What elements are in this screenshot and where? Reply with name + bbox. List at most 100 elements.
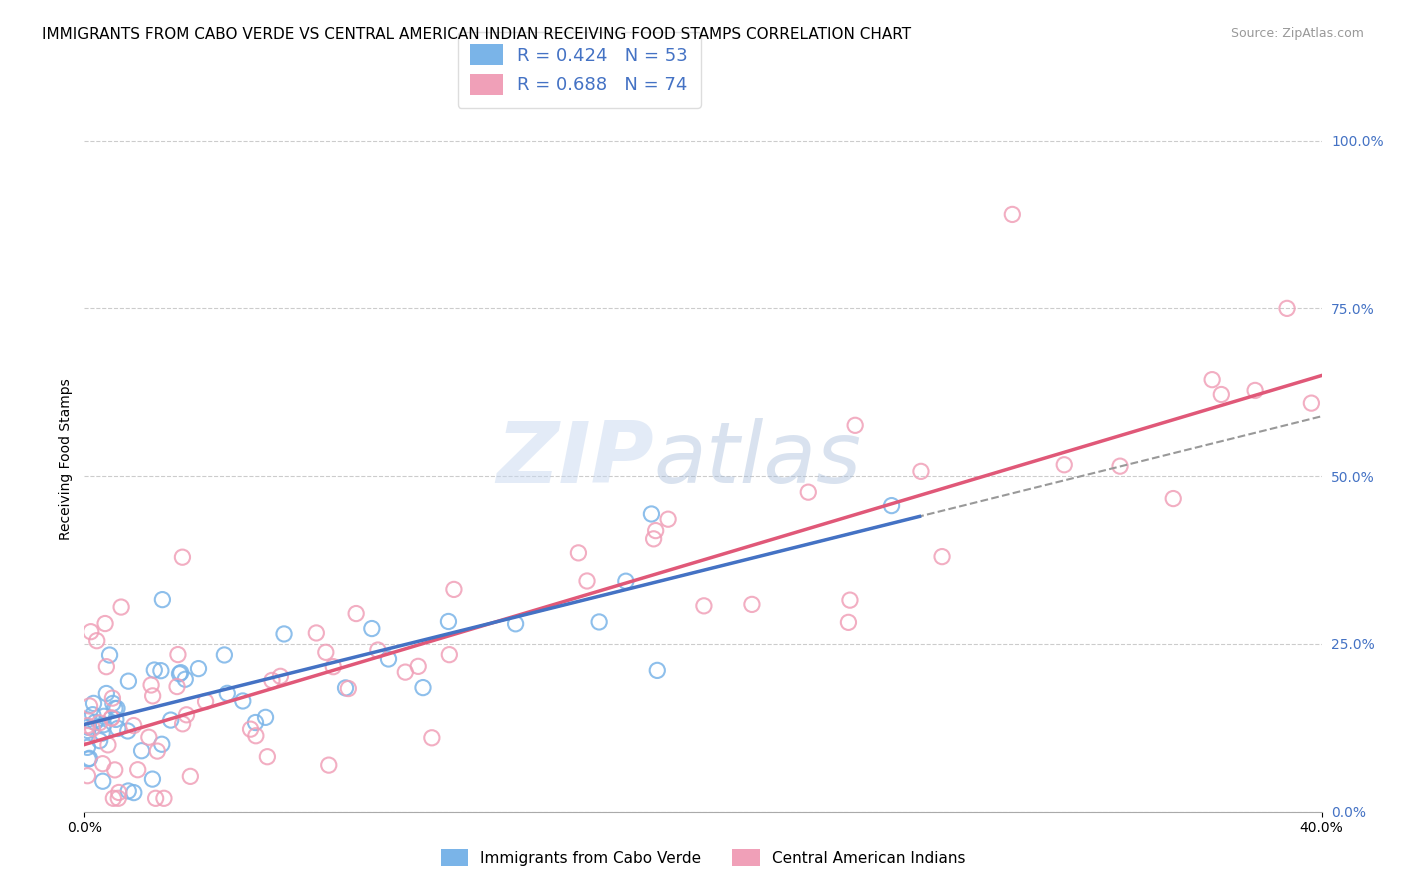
Text: ZIP: ZIP (496, 417, 654, 501)
Point (76, 713, 98, 727)
Point (96, 659, 118, 673)
Point (322, 659, 344, 673)
Point (239, 722, 262, 736)
Point (273, 627, 295, 641)
Point (98, 648, 121, 662)
Point (174, 672, 197, 686)
Point (166, 680, 188, 694)
Point (149, 664, 172, 678)
Point (335, 681, 357, 695)
Point (76, 719, 98, 733)
Point (344, 607, 367, 621)
Point (127, 763, 149, 777)
Point (89, 715, 111, 730)
Point (170, 665, 193, 680)
Point (187, 662, 209, 676)
Point (101, 697, 124, 711)
Point (122, 718, 145, 732)
Point (117, 723, 139, 738)
Point (315, 645, 337, 659)
Point (82, 707, 104, 722)
Point (142, 689, 165, 703)
Point (420, 731, 443, 745)
Point (640, 507, 662, 521)
Point (141, 772, 163, 786)
Point (176, 707, 198, 722)
Point (107, 722, 129, 736)
Point (145, 791, 167, 805)
Point (576, 574, 599, 588)
Legend: Immigrants from Cabo Verde, Central American Indians: Immigrants from Cabo Verde, Central Amer… (432, 839, 974, 875)
Legend: R = 0.424   N = 53, R = 0.688   N = 74: R = 0.424 N = 53, R = 0.688 N = 74 (458, 31, 700, 108)
Point (643, 532, 665, 546)
Point (1211, 387, 1233, 401)
Point (79, 751, 101, 765)
Point (1109, 459, 1132, 474)
Point (232, 694, 254, 708)
Point (305, 626, 328, 640)
Point (84, 715, 107, 730)
Point (931, 549, 953, 564)
Point (146, 744, 169, 758)
Point (217, 686, 239, 700)
Point (159, 713, 181, 727)
Point (693, 599, 716, 613)
Point (100, 711, 122, 725)
Point (1301, 396, 1323, 410)
Point (256, 749, 278, 764)
Point (741, 598, 763, 612)
Point (100, 711, 122, 725)
Point (107, 791, 129, 805)
Point (117, 674, 139, 689)
Point (1201, 373, 1223, 387)
Point (153, 791, 176, 805)
Point (91, 726, 114, 740)
Point (143, 663, 166, 677)
Point (172, 716, 194, 731)
Point (406, 659, 429, 673)
Point (101, 691, 124, 706)
Point (194, 694, 217, 708)
Point (179, 769, 201, 783)
Point (93, 717, 115, 731)
Point (97, 738, 120, 752)
Point (394, 665, 416, 679)
Point (86, 633, 108, 648)
Point (110, 600, 132, 615)
Point (77, 720, 100, 734)
Point (839, 593, 862, 607)
Point (645, 664, 668, 678)
Point (107, 785, 129, 799)
Point (1001, 207, 1024, 221)
Point (377, 652, 399, 666)
Point (1244, 384, 1267, 398)
Point (254, 710, 277, 724)
Text: IMMIGRANTS FROM CABO VERDE VS CENTRAL AMERICAN INDIAN RECEIVING FOOD STAMPS CORR: IMMIGRANTS FROM CABO VERDE VS CENTRAL AM… (42, 27, 911, 42)
Point (122, 786, 145, 800)
Point (439, 648, 461, 662)
Point (412, 681, 434, 695)
Point (657, 512, 679, 526)
Point (910, 464, 932, 478)
Point (89, 733, 111, 747)
Point (104, 701, 127, 715)
Point (167, 648, 190, 662)
Point (105, 701, 128, 715)
Point (104, 713, 127, 727)
Point (505, 616, 527, 631)
Point (567, 546, 589, 560)
Point (91, 774, 114, 789)
Point (437, 615, 460, 629)
Point (337, 681, 360, 696)
Point (91, 756, 114, 771)
Point (245, 729, 267, 743)
Point (644, 524, 666, 538)
Point (318, 758, 340, 772)
Point (139, 678, 162, 692)
Point (80, 624, 103, 639)
Point (797, 485, 820, 500)
Point (83, 697, 105, 711)
Point (1161, 491, 1184, 506)
Point (245, 715, 267, 730)
Point (172, 550, 194, 565)
